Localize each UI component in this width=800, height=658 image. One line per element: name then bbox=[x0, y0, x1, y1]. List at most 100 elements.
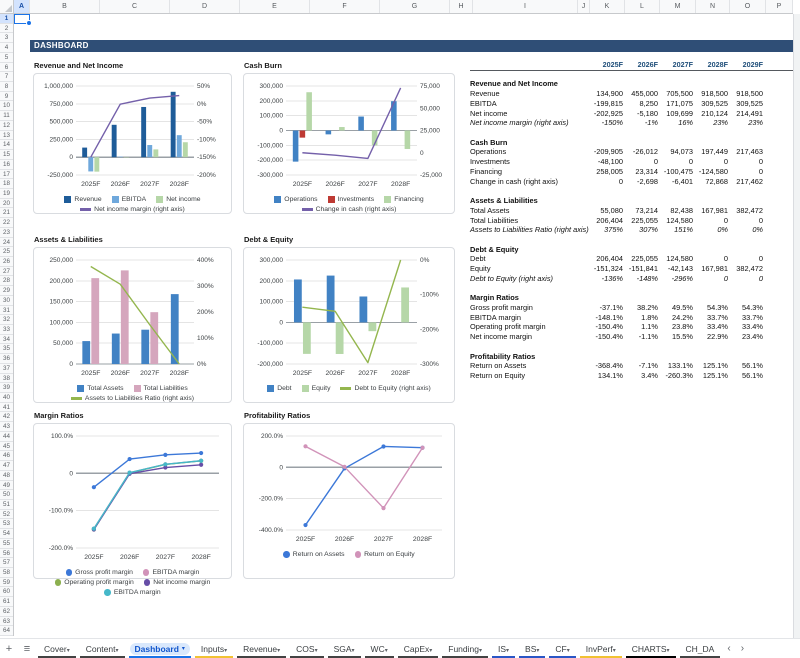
row-header-21[interactable]: 21 bbox=[0, 208, 13, 219]
row-header-15[interactable]: 15 bbox=[0, 150, 13, 160]
sheet-tab-inputs[interactable]: Inputs▾ bbox=[193, 639, 235, 658]
column-header-D[interactable]: D bbox=[170, 0, 240, 13]
tabs-scroll-left-button[interactable]: ‹ bbox=[727, 643, 731, 654]
column-header-G[interactable]: G bbox=[380, 0, 450, 13]
row-header-36[interactable]: 36 bbox=[0, 354, 13, 364]
sheet-tab-cover[interactable]: Cover▾ bbox=[36, 639, 78, 658]
row-header-27[interactable]: 27 bbox=[0, 267, 13, 277]
column-header-L[interactable]: L bbox=[625, 0, 660, 13]
chevron-down-icon[interactable]: ▾ bbox=[224, 647, 228, 654]
row-header-4[interactable]: 4 bbox=[0, 43, 13, 53]
row-header-56[interactable]: 56 bbox=[0, 549, 13, 559]
row-header-45[interactable]: 45 bbox=[0, 442, 13, 452]
row-header-7[interactable]: 7 bbox=[0, 72, 13, 83]
row-header-47[interactable]: 47 bbox=[0, 461, 13, 471]
sheet-tab-content[interactable]: Content▾ bbox=[78, 639, 127, 658]
chart-profitability-ratios[interactable]: -400.0% -200.0% 0 200.0% 2025F 2026F 2027F 2028… bbox=[243, 423, 455, 579]
sheet-tab-wc[interactable]: WC▾ bbox=[363, 639, 396, 658]
row-header-40[interactable]: 40 bbox=[0, 393, 13, 403]
row-header-41[interactable]: 41 bbox=[0, 403, 13, 413]
row-header-31[interactable]: 31 bbox=[0, 306, 13, 316]
row-header-35[interactable]: 35 bbox=[0, 344, 13, 355]
row-header-6[interactable]: 6 bbox=[0, 63, 13, 73]
sheet-tab-is[interactable]: IS▾ bbox=[490, 639, 517, 658]
column-header-P[interactable]: P bbox=[766, 0, 793, 13]
chevron-down-icon[interactable]: ▾ bbox=[181, 646, 185, 652]
row-header-54[interactable]: 54 bbox=[0, 529, 13, 539]
row-header-26[interactable]: 26 bbox=[0, 257, 13, 267]
row-header-14[interactable]: 14 bbox=[0, 140, 13, 151]
row-header-2[interactable]: 2 bbox=[0, 24, 13, 34]
row-header-28[interactable]: 28 bbox=[0, 276, 13, 287]
row-header-52[interactable]: 52 bbox=[0, 510, 13, 520]
vertical-scrollbar[interactable] bbox=[793, 14, 800, 638]
all-sheets-menu-button[interactable]: ≡ bbox=[23, 642, 31, 655]
sheet-tab-sga[interactable]: SGA▾ bbox=[326, 639, 363, 658]
sheet-tab-dashboard[interactable]: Dashboard ▾ bbox=[127, 639, 193, 658]
chart-debt-equity[interactable]: -200,000 -100,000 0 100,000 200,000 300,000 -3… bbox=[243, 247, 455, 403]
row-header-29[interactable]: 29 bbox=[0, 286, 13, 296]
chart-margin-ratios[interactable]: -200.0% -100.0% 0 100.0% 2025F 2026F 2027F 2028… bbox=[33, 423, 232, 596]
sheet-tab-capex[interactable]: CapEx▾ bbox=[396, 639, 441, 658]
row-header-55[interactable]: 55 bbox=[0, 539, 13, 549]
sheet-tab-revenue[interactable]: Revenue▾ bbox=[235, 639, 288, 658]
row-header-48[interactable]: 48 bbox=[0, 471, 13, 481]
row-header-63[interactable]: 63 bbox=[0, 617, 13, 627]
chevron-down-icon[interactable]: ▾ bbox=[506, 647, 510, 654]
column-header-O[interactable]: O bbox=[730, 0, 766, 13]
column-header-E[interactable]: E bbox=[240, 0, 310, 13]
chevron-down-icon[interactable]: ▾ bbox=[115, 647, 119, 654]
column-header-I[interactable]: I bbox=[473, 0, 578, 13]
row-header-62[interactable]: 62 bbox=[0, 607, 13, 617]
chevron-down-icon[interactable]: ▾ bbox=[66, 647, 70, 654]
sheet-tab-ch_da[interactable]: CH_DA bbox=[678, 639, 723, 658]
row-header-9[interactable]: 9 bbox=[0, 92, 13, 102]
row-header-39[interactable]: 39 bbox=[0, 383, 13, 394]
column-header-C[interactable]: C bbox=[100, 0, 170, 13]
row-header-24[interactable]: 24 bbox=[0, 238, 13, 248]
column-header-J[interactable]: J bbox=[578, 0, 590, 13]
row-header-30[interactable]: 30 bbox=[0, 296, 13, 306]
chevron-down-icon[interactable]: ▾ bbox=[536, 647, 540, 654]
row-header-51[interactable]: 51 bbox=[0, 500, 13, 510]
row-header-17[interactable]: 17 bbox=[0, 170, 13, 180]
row-header-37[interactable]: 37 bbox=[0, 364, 13, 374]
column-header-B[interactable]: B bbox=[30, 0, 100, 13]
chart-assets-liabilities[interactable]: 0 50,000 100,000 150,000 200,000 250,000 0% 100… bbox=[33, 247, 232, 403]
row-header-10[interactable]: 10 bbox=[0, 101, 13, 112]
column-header-F[interactable]: F bbox=[310, 0, 380, 13]
row-header-50[interactable]: 50 bbox=[0, 490, 13, 500]
chevron-down-icon[interactable]: ▾ bbox=[666, 647, 670, 654]
row-header-3[interactable]: 3 bbox=[0, 33, 13, 44]
row-header-20[interactable]: 20 bbox=[0, 199, 13, 209]
row-header-60[interactable]: 60 bbox=[0, 587, 13, 598]
row-header-64[interactable]: 64 bbox=[0, 626, 13, 636]
sheet-tab-charts[interactable]: CHARTS▾ bbox=[624, 639, 678, 658]
chart-revenue-and-net-income[interactable]: -250,000 0 250,000 500,000 750,000 1,000,000 -… bbox=[33, 73, 232, 214]
row-header-23[interactable]: 23 bbox=[0, 228, 13, 238]
chevron-down-icon[interactable]: ▾ bbox=[478, 647, 482, 654]
row-header-57[interactable]: 57 bbox=[0, 558, 13, 568]
row-header-46[interactable]: 46 bbox=[0, 451, 13, 462]
row-header-1[interactable]: 1 bbox=[0, 14, 13, 24]
sheet-canvas[interactable]: DASHBOARD Revenue and Net Income -250,000… bbox=[14, 14, 800, 638]
row-header-22[interactable]: 22 bbox=[0, 218, 13, 228]
row-header-43[interactable]: 43 bbox=[0, 422, 13, 432]
column-header-M[interactable]: M bbox=[660, 0, 696, 13]
sheet-tab-cos[interactable]: COS▾ bbox=[288, 639, 325, 658]
select-all-corner[interactable] bbox=[0, 0, 14, 14]
row-header-11[interactable]: 11 bbox=[0, 111, 13, 121]
row-header-42[interactable]: 42 bbox=[0, 412, 13, 423]
sheet-tab-bs[interactable]: BS▾ bbox=[517, 639, 547, 658]
sheet-tab-invperf[interactable]: InvPerf▾ bbox=[578, 639, 624, 658]
chevron-down-icon[interactable]: ▾ bbox=[566, 647, 570, 654]
row-header-13[interactable]: 13 bbox=[0, 131, 13, 141]
chevron-down-icon[interactable]: ▾ bbox=[351, 647, 355, 654]
column-header-N[interactable]: N bbox=[696, 0, 730, 13]
column-header-K[interactable]: K bbox=[590, 0, 625, 13]
chevron-down-icon[interactable]: ▾ bbox=[277, 647, 281, 654]
row-header-32[interactable]: 32 bbox=[0, 315, 13, 325]
row-header-58[interactable]: 58 bbox=[0, 568, 13, 578]
add-sheet-button[interactable]: + bbox=[5, 642, 13, 655]
row-header-49[interactable]: 49 bbox=[0, 481, 13, 491]
